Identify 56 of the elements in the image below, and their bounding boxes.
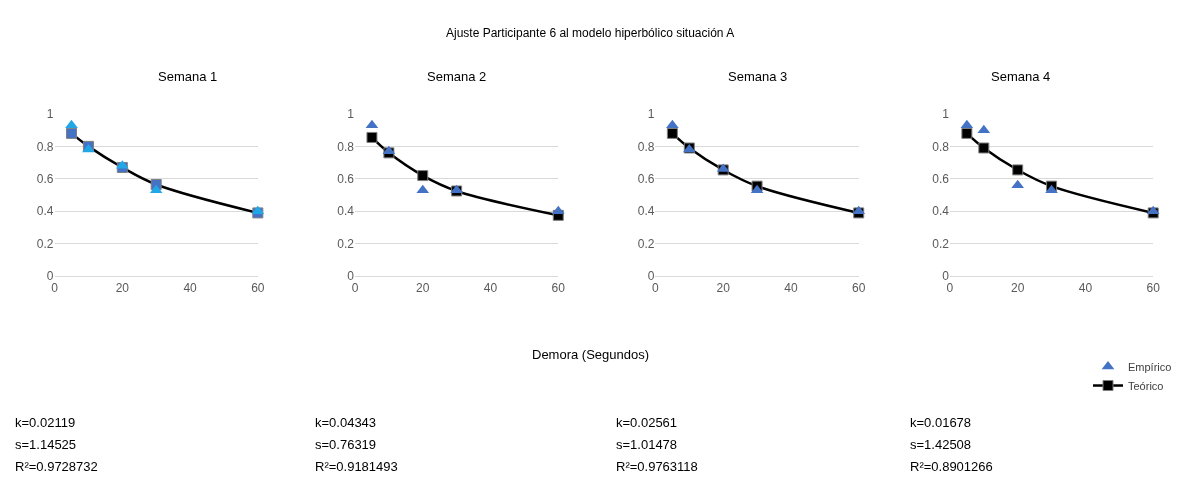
y-tick-label: 1 xyxy=(347,107,355,122)
text: k=0.01678 xyxy=(910,415,972,430)
text: k=0.02561 xyxy=(616,415,678,430)
y-tick-label: 0.4 xyxy=(337,204,355,219)
y-tick-label: 0.2 xyxy=(637,236,655,251)
text: k=0.04343 xyxy=(315,415,377,430)
x-tick-label: 20 xyxy=(1011,280,1025,295)
y-tick-label: 0.2 xyxy=(932,236,950,251)
text: s=0.76319 xyxy=(315,437,377,452)
x-tick-label: 40 xyxy=(483,280,498,295)
text: R²=0.9728732 xyxy=(15,459,98,474)
y-tick-label: 0.2 xyxy=(36,236,54,251)
x-axis-title: Demora (Segundos) xyxy=(532,347,650,362)
text: k=0.02119 xyxy=(15,415,76,430)
y-tick-label: 1 xyxy=(942,107,950,122)
y-tick-label: 0.8 xyxy=(637,139,655,154)
y-tick-label: 0.4 xyxy=(932,204,950,219)
y-tick-label: 0.6 xyxy=(932,172,950,187)
text: R²=0.9181493 xyxy=(315,459,398,474)
x-tick-label: 20 xyxy=(416,280,430,295)
legend-label: Empírico xyxy=(1128,360,1172,373)
x-tick-label: 60 xyxy=(1146,280,1161,295)
x-tick-label: 40 xyxy=(183,280,198,295)
legend-label: Teórico xyxy=(1128,379,1164,392)
y-tick-label: 0 xyxy=(942,269,950,284)
x-tick-label: 40 xyxy=(1078,280,1093,295)
text: s=1.42508 xyxy=(910,437,972,452)
chart-title: Semana 2 xyxy=(427,69,487,84)
y-tick-label: 0.4 xyxy=(637,204,655,219)
y-tick-label: 0.8 xyxy=(36,139,54,154)
chart-title: Semana 4 xyxy=(991,69,1051,84)
text: R²=0.8901266 xyxy=(910,459,993,474)
y-tick-label: 1 xyxy=(46,107,54,122)
y-tick-label: 0.6 xyxy=(337,172,355,187)
y-tick-label: 1 xyxy=(647,107,655,122)
y-tick-label: 0.6 xyxy=(637,172,655,187)
y-tick-label: 0 xyxy=(46,269,54,284)
y-tick-label: 0.6 xyxy=(36,172,54,187)
x-tick-label: 60 xyxy=(852,280,866,295)
text: s=1.01478 xyxy=(616,437,678,452)
y-tick-label: 0.2 xyxy=(337,236,355,251)
y-tick-label: 0.8 xyxy=(337,139,355,154)
x-tick-label: 60 xyxy=(251,280,265,295)
chart-title: Semana 1 xyxy=(158,69,218,84)
text: R²=0.9763118 xyxy=(616,459,698,474)
y-tick-label: 0 xyxy=(347,269,355,284)
y-tick-label: 0 xyxy=(647,269,655,284)
y-tick-label: 0.8 xyxy=(932,139,950,154)
chart-title: Semana 3 xyxy=(728,69,788,84)
text: s=1.14525 xyxy=(15,437,77,452)
x-tick-label: 60 xyxy=(551,280,566,295)
x-tick-label: 20 xyxy=(716,280,731,295)
x-tick-label: 20 xyxy=(115,280,130,295)
y-tick-label: 0.4 xyxy=(36,204,54,219)
text: Ajuste Participante 6 al modelo hiperbólico situación A xyxy=(446,26,735,40)
x-tick-label: 40 xyxy=(784,280,798,295)
